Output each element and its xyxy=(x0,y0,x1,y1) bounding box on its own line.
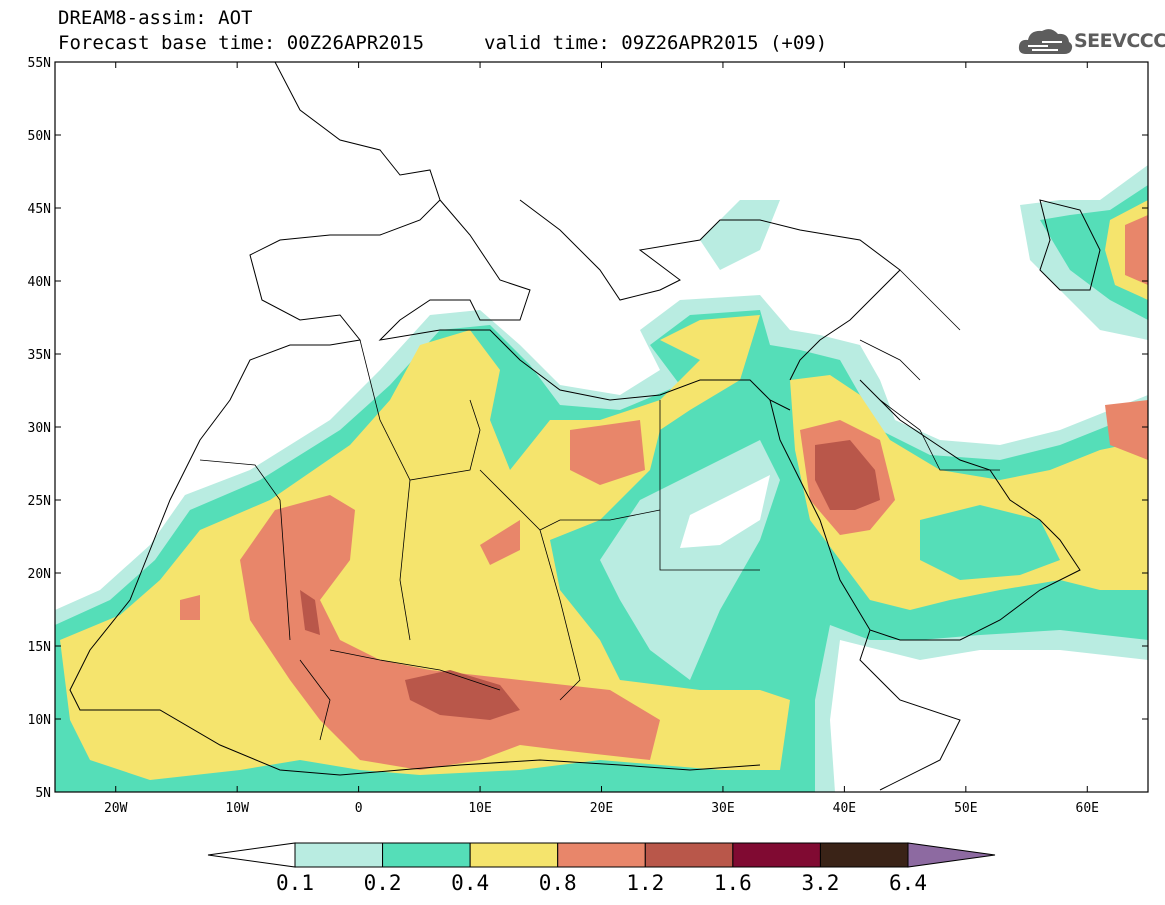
map-title: DREAM8-assim: AOT xyxy=(58,7,253,29)
aot-contour-1.2 xyxy=(405,670,520,720)
lon-tick-label: 50E xyxy=(954,801,977,816)
lat-tick-label: 15N xyxy=(28,640,51,655)
aot-contour-0.1-balkans xyxy=(700,200,780,270)
colorbar-label: 0.2 xyxy=(364,871,402,895)
colorbar-label: 6.4 xyxy=(889,871,927,895)
colorbar-swatch xyxy=(469,842,559,868)
aot-contour-0.8-mauritania xyxy=(180,595,200,620)
cloud-icon xyxy=(1018,29,1073,54)
lat-tick-label: 20N xyxy=(28,567,51,582)
colorbar-label: 0.1 xyxy=(276,871,314,895)
aot-contour-0.8-caspian xyxy=(1125,215,1148,285)
borders xyxy=(199,269,1000,741)
colorbar-label: 3.2 xyxy=(801,871,839,895)
aot-contour-clear-egypt xyxy=(680,475,770,548)
colorbar-arrow-high xyxy=(907,842,996,868)
lat-tick-label: 55N xyxy=(28,56,51,71)
lon-tick-label: 20E xyxy=(590,801,613,816)
lon-tick-label: 0 xyxy=(355,801,363,816)
colorbar-label: 0.8 xyxy=(539,871,577,895)
lon-tick-label: 10W xyxy=(225,801,249,816)
colorbar-arrow-low xyxy=(207,842,296,868)
colorbar: 0.1 0.2 0.4 0.8 1.2 1.6 3.2 6.4 xyxy=(207,842,996,895)
lon-tick-label: 10E xyxy=(468,801,491,816)
seevccc-logo: SEEVCCC xyxy=(1018,24,1165,58)
coastlines xyxy=(69,62,1101,791)
lat-tick-label: 10N xyxy=(28,713,51,728)
forecast-base-time: Forecast base time: 00Z26APR2015 xyxy=(58,32,425,54)
valid-time: valid time: 09Z26APR2015 (+09) xyxy=(484,32,828,54)
lat-tick-label: 30N xyxy=(28,421,51,436)
lon-tick-label: 40E xyxy=(833,801,856,816)
aot-contour-0.8-iran xyxy=(1105,400,1148,460)
lon-axis: 20W 10W 0 10E 20E 30E 40E 50E 60E xyxy=(104,62,1099,816)
colorbar-swatch xyxy=(732,842,821,868)
aot-contour-0.2-arabia xyxy=(920,505,1060,580)
colorbar-label: 1.6 xyxy=(714,871,752,895)
logo-text: SEEVCCC xyxy=(1074,30,1165,52)
lon-tick-label: 30E xyxy=(711,801,734,816)
aot-contour-1.2-mali xyxy=(300,590,320,635)
lat-tick-label: 50N xyxy=(28,129,51,144)
colorbar-label: 1.2 xyxy=(626,871,664,895)
lat-tick-label: 40N xyxy=(28,275,51,290)
colorbar-swatch xyxy=(819,842,909,868)
lat-tick-label: 5N xyxy=(35,786,51,801)
lat-axis: 55N 50N 45N 40N 35N 30N 25N 20N 15N 10N 5N xyxy=(28,56,1148,801)
aot-contour-0.4-arabia xyxy=(790,375,1148,610)
aot-contour-0.8-libya xyxy=(570,420,645,485)
aot-contour-0.8 xyxy=(240,495,660,770)
aot-field xyxy=(55,62,1148,792)
lat-tick-label: 35N xyxy=(28,348,51,363)
aot-contour-0.8-niger xyxy=(480,520,520,565)
colorbar-swatch xyxy=(294,842,384,868)
lon-tick-label: 60E xyxy=(1076,801,1099,816)
colorbar-swatch xyxy=(382,842,471,868)
colorbar-swatch xyxy=(557,842,646,868)
colorbar-swatch xyxy=(644,842,734,868)
lat-tick-label: 25N xyxy=(28,494,51,509)
colorbar-label: 0.4 xyxy=(451,871,489,895)
lat-tick-label: 45N xyxy=(28,202,51,217)
aot-contour-1.2-arabia xyxy=(815,440,880,510)
lon-tick-label: 20W xyxy=(104,801,128,816)
